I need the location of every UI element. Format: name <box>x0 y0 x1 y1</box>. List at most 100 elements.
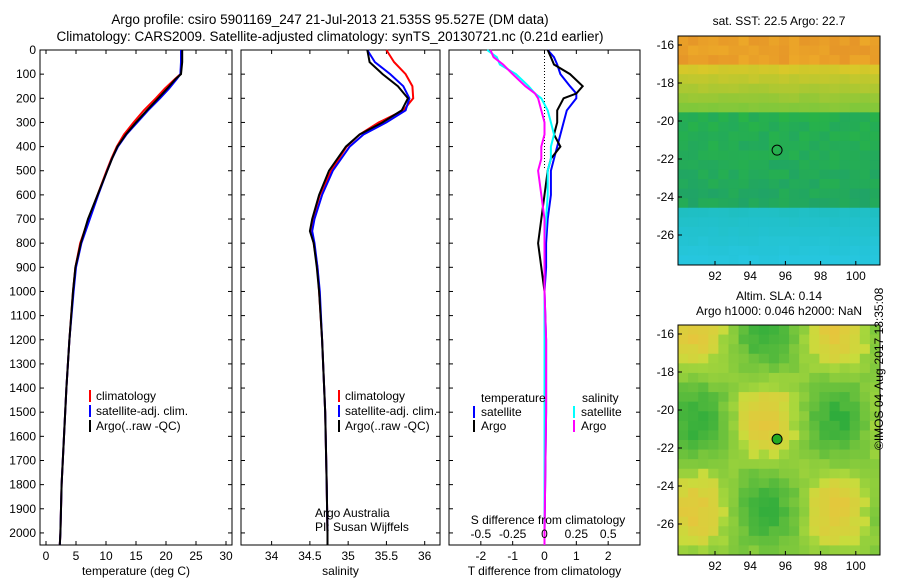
map-cell <box>849 535 861 546</box>
map-cell <box>839 93 851 104</box>
map-cell <box>869 245 881 256</box>
map-cell <box>718 207 729 218</box>
map-cell <box>789 401 800 412</box>
map-cell <box>799 179 810 190</box>
map-cell <box>839 478 851 489</box>
map-cell <box>698 526 709 537</box>
map-cell <box>748 112 760 123</box>
map-cell <box>799 344 810 355</box>
map-cell <box>869 217 881 228</box>
map-cell <box>869 121 881 132</box>
x-tick-label: 2 <box>605 549 612 563</box>
map-cell <box>718 545 729 556</box>
legend-label: satellite <box>581 405 622 419</box>
map-cell <box>859 169 871 180</box>
map-cell <box>819 545 830 556</box>
map-cell <box>799 507 810 518</box>
map-cell <box>678 516 689 527</box>
map-cell <box>768 449 780 460</box>
legend-title-temperature: temperature <box>481 391 546 405</box>
map-cell <box>789 198 800 209</box>
map-cell <box>678 121 689 132</box>
map-cell <box>748 459 760 470</box>
map-cell <box>748 74 760 85</box>
map-cell <box>799 131 810 142</box>
map-cell <box>829 420 841 431</box>
map-cell <box>849 478 861 489</box>
map-cell <box>819 83 830 94</box>
map-cell <box>849 74 861 85</box>
map-cell <box>718 55 729 66</box>
map-cell <box>698 255 709 266</box>
map-cell <box>758 207 770 218</box>
series-line-argo-raw-qc- <box>308 49 410 545</box>
map-cell <box>768 440 780 451</box>
map-cell <box>688 507 699 518</box>
map-cell <box>839 55 851 66</box>
map-cell <box>799 459 810 470</box>
map-cell <box>698 207 709 218</box>
map-cell <box>819 353 830 364</box>
map-cell <box>799 325 810 336</box>
map-cell <box>829 93 841 104</box>
map-cell <box>708 392 719 403</box>
map-cell <box>799 169 810 180</box>
map-cell <box>819 420 830 431</box>
map-cell <box>809 401 820 412</box>
map-cell <box>789 102 800 113</box>
map-cell <box>748 325 760 336</box>
map-cell <box>819 131 830 142</box>
map-cell <box>738 207 750 218</box>
map-cell <box>738 169 750 180</box>
map-cell <box>688 459 699 470</box>
map-cell <box>789 449 800 460</box>
map-cell <box>688 169 699 180</box>
map-y-tick-label: -24 <box>657 479 675 493</box>
map-cell <box>839 179 851 190</box>
map-cell <box>819 150 830 161</box>
map-cell <box>859 245 871 256</box>
map-cell <box>859 392 871 403</box>
map-cell <box>688 150 699 161</box>
map-cell <box>849 236 861 247</box>
x-axis-label: T difference from climatology <box>468 564 622 578</box>
map-cell <box>728 526 740 537</box>
map-cell <box>728 449 740 460</box>
map-cell <box>688 102 699 113</box>
map-x-tick-label: 94 <box>744 559 758 573</box>
map-cell <box>799 468 810 479</box>
map-cell <box>779 545 790 556</box>
map-cell <box>809 112 820 123</box>
map-cell <box>859 411 871 422</box>
map-cell <box>849 545 861 556</box>
map-cell <box>859 545 871 556</box>
map-cell <box>859 140 871 151</box>
map-cell <box>738 179 750 190</box>
map-cell <box>728 121 740 132</box>
map-cell <box>819 140 830 151</box>
map-cell <box>789 478 800 489</box>
map-cell <box>789 74 800 85</box>
map-cell <box>859 179 871 190</box>
map-cell <box>819 334 830 345</box>
x-tick-label: 35 <box>341 549 355 563</box>
map-y-tick-label: -20 <box>657 114 675 128</box>
map-cell <box>829 112 841 123</box>
map-cell <box>809 545 820 556</box>
map-cell <box>849 150 861 161</box>
map-cell <box>708 150 719 161</box>
map-cell <box>748 169 760 180</box>
map-cell <box>748 140 760 151</box>
map-cell <box>869 468 881 479</box>
map-cell <box>698 83 709 94</box>
map-cell <box>839 440 851 451</box>
map-cell <box>678 188 689 199</box>
map-4 <box>678 325 881 556</box>
x-tick-label: 25 <box>189 549 203 563</box>
map-cell <box>708 121 719 132</box>
map-cell <box>728 55 740 66</box>
map-cell <box>718 478 729 489</box>
map-cell <box>799 487 810 498</box>
map-cell <box>718 440 729 451</box>
map-cell <box>819 255 830 266</box>
